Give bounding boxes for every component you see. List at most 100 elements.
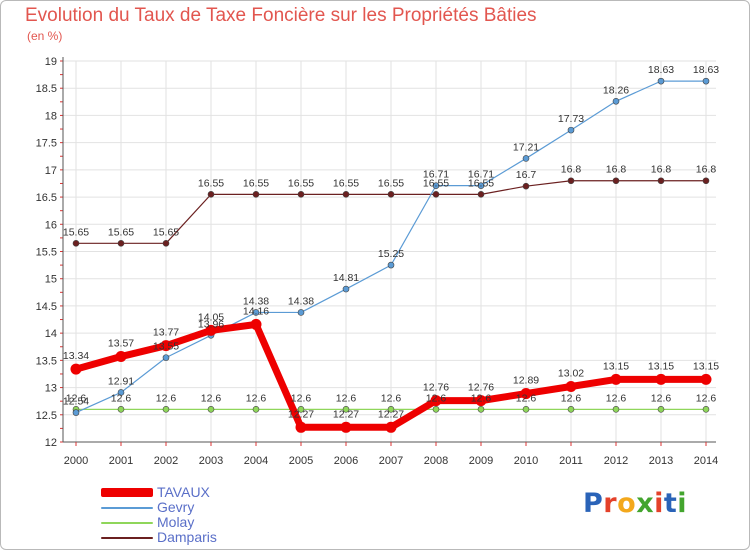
data-label-damparis: 16.55	[243, 177, 269, 189]
data-label-tavaux: 12.89	[513, 375, 539, 387]
data-point-molay	[252, 406, 260, 413]
data-point-damparis	[702, 177, 710, 185]
data-point-tavaux	[655, 373, 667, 385]
data-point-molay	[477, 406, 485, 413]
data-point-damparis	[657, 177, 665, 185]
logo-letter: t	[663, 488, 678, 519]
data-point-damparis	[297, 191, 305, 198]
y-tick-label: 17	[45, 165, 57, 177]
data-label-damparis: 15.65	[108, 226, 134, 238]
data-label-damparis: 15.65	[153, 226, 179, 238]
x-tick-label: 2004	[244, 455, 268, 467]
logo-letter: i	[654, 488, 664, 519]
x-tick-label: 2000	[64, 455, 88, 467]
data-label-molay: 12.6	[111, 392, 132, 404]
y-tick-label: 14	[45, 328, 57, 340]
x-tick-label: 2010	[514, 455, 538, 467]
y-tick-label: 18.5	[36, 83, 57, 95]
data-point-tavaux	[160, 340, 172, 352]
data-label-molay: 12.6	[426, 392, 447, 404]
data-point-molay	[162, 406, 170, 413]
data-label-molay: 12.6	[606, 392, 627, 404]
data-label-molay: 12.6	[336, 392, 357, 404]
data-label-molay: 12.6	[381, 392, 402, 404]
data-point-tavaux	[115, 351, 127, 363]
x-tick-label: 2012	[604, 455, 628, 467]
data-point-tavaux	[700, 373, 712, 385]
data-label-molay: 12.6	[66, 392, 87, 404]
data-label-damparis: 16.8	[696, 164, 717, 176]
data-label-tavaux: 12.76	[423, 382, 449, 394]
data-point-tavaux	[565, 380, 577, 392]
data-label-tavaux: 13.77	[153, 327, 179, 339]
data-label-gevry: 14.38	[288, 295, 314, 307]
data-label-tavaux: 13.15	[648, 360, 674, 372]
legend-label: Molay	[157, 514, 195, 530]
data-point-gevry	[522, 155, 530, 162]
y-tick-label: 17.5	[36, 138, 57, 150]
data-point-molay	[567, 406, 575, 413]
data-point-damparis	[432, 191, 440, 198]
data-label-tavaux: 14.05	[198, 311, 224, 323]
data-label-damparis: 16.55	[198, 177, 224, 189]
data-point-gevry	[612, 97, 620, 105]
data-label-damparis: 15.65	[63, 226, 89, 238]
data-label-molay: 12.6	[696, 392, 717, 404]
data-point-gevry	[72, 409, 80, 416]
data-label-gevry: 13.96	[198, 318, 224, 330]
y-tick-label: 18	[45, 110, 57, 122]
data-point-tavaux	[520, 388, 532, 400]
y-tick-label: 16	[45, 219, 57, 231]
data-point-gevry	[297, 309, 305, 316]
data-point-gevry	[387, 261, 395, 269]
x-tick-label: 2013	[649, 455, 673, 467]
data-label-tavaux: 13.15	[603, 360, 629, 372]
y-tick-label: 12.5	[36, 410, 57, 422]
data-label-gevry: 16.71	[468, 169, 494, 181]
data-point-molay	[342, 406, 350, 413]
data-label-tavaux: 14.16	[243, 305, 269, 317]
legend-item-molay: Molay	[101, 515, 217, 530]
y-tick-label: 13	[45, 383, 57, 395]
y-tick-label: 12	[45, 437, 57, 449]
data-label-tavaux: 13.57	[108, 338, 134, 350]
data-point-tavaux	[70, 363, 82, 375]
x-tick-label: 2008	[424, 455, 448, 467]
data-point-molay	[522, 406, 530, 413]
logo-letter: r	[603, 488, 618, 519]
data-point-molay	[387, 406, 395, 413]
legend-item-tavaux: TAVAUX	[101, 485, 217, 500]
x-tick-label: 2005	[289, 455, 313, 467]
legend-swatch	[101, 521, 153, 524]
data-point-molay	[207, 406, 215, 413]
data-label-damparis: 16.7	[516, 169, 537, 181]
data-label-molay: 12.6	[201, 392, 222, 404]
data-point-gevry	[432, 182, 440, 189]
data-label-tavaux: 12.27	[288, 408, 314, 420]
data-label-damparis: 16.55	[378, 177, 404, 189]
data-label-gevry: 15.25	[378, 248, 404, 260]
data-point-gevry	[117, 389, 125, 396]
data-point-damparis	[162, 240, 170, 247]
y-tick-label: 15	[45, 274, 57, 286]
data-point-damparis	[612, 177, 620, 185]
data-label-gevry: 14.81	[333, 272, 359, 284]
data-label-molay: 12.6	[156, 392, 177, 404]
data-point-gevry	[162, 354, 170, 361]
data-label-tavaux: 13.15	[693, 360, 719, 372]
data-point-damparis	[252, 191, 260, 198]
x-tick-label: 2002	[154, 455, 178, 467]
data-point-tavaux	[250, 318, 262, 330]
legend-item-gevry: Gevry	[101, 500, 217, 515]
data-point-damparis	[207, 191, 215, 198]
y-tick-label: 13.5	[36, 355, 57, 367]
legend-label: TAVAUX	[157, 484, 210, 500]
data-label-gevry: 12.91	[108, 375, 134, 387]
data-label-gevry: 17.21	[513, 141, 539, 153]
data-label-damparis: 16.55	[333, 177, 359, 189]
data-label-gevry: 14.38	[243, 295, 269, 307]
y-tick-label: 19	[45, 56, 57, 68]
data-point-gevry	[477, 182, 485, 189]
data-point-molay	[297, 406, 305, 413]
